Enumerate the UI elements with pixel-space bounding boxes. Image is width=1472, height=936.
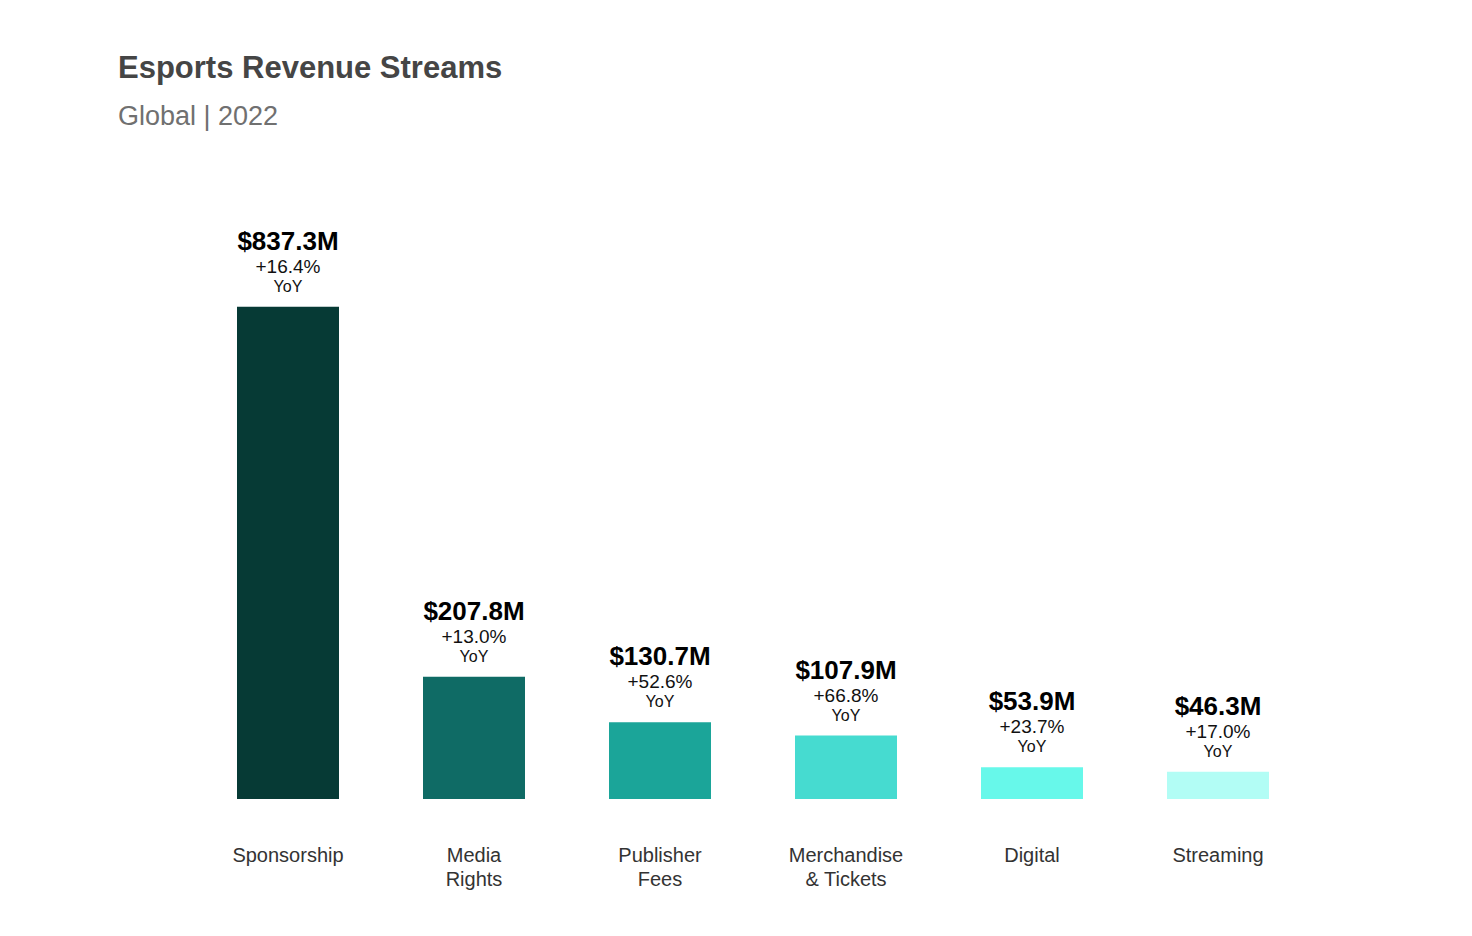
svg-text:Streaming: Streaming (1172, 844, 1263, 866)
svg-text:+66.8%: +66.8% (814, 685, 879, 706)
svg-text:+23.7%: +23.7% (1000, 716, 1065, 737)
svg-text:Fees: Fees (638, 868, 682, 890)
svg-text:YoY: YoY (274, 278, 303, 295)
svg-text:& Tickets: & Tickets (805, 868, 886, 890)
svg-text:$837.3M: $837.3M (237, 226, 338, 256)
svg-text:YoY: YoY (832, 707, 861, 724)
html-text:Global | 2022: Global | 2022 (118, 101, 279, 131)
svg-text:$207.8M: $207.8M (423, 596, 524, 626)
svg-text:$53.9M: $53.9M (989, 686, 1076, 716)
svg-text:Media: Media (447, 844, 502, 866)
svg-text:+17.0%: +17.0% (1186, 721, 1251, 742)
svg-text:YoY: YoY (1204, 743, 1233, 760)
svg-text:YoY: YoY (646, 693, 675, 710)
svg-text:Rights: Rights (446, 868, 503, 890)
svg-text:Sponsorship: Sponsorship (232, 844, 343, 866)
html-text:Esports Revenue Streams: Esports Revenue Streams (118, 50, 503, 85)
svg-text:Digital: Digital (1004, 844, 1060, 866)
svg-text:+16.4%: +16.4% (256, 256, 321, 277)
svg-text:$46.3M: $46.3M (1175, 691, 1262, 721)
svg-text:$107.9M: $107.9M (795, 655, 896, 685)
svg-text:$130.7M: $130.7M (609, 641, 710, 671)
svg-text:+13.0%: +13.0% (442, 626, 507, 647)
svg-text:YoY: YoY (460, 648, 489, 665)
svg-text:+52.6%: +52.6% (628, 671, 693, 692)
svg-text:Merchandise: Merchandise (789, 844, 904, 866)
svg-text:Publisher: Publisher (618, 844, 702, 866)
svg-text:YoY: YoY (1018, 738, 1047, 755)
